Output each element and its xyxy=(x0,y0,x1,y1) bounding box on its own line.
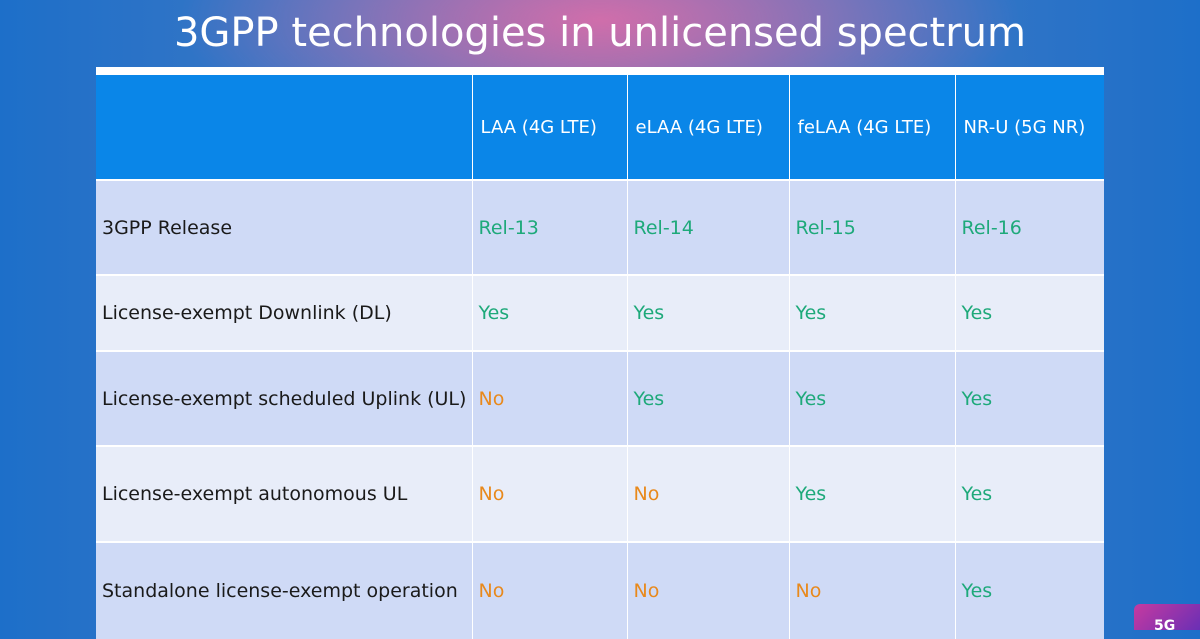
table-header-row: LAA (4G LTE) eLAA (4G LTE) feLAA (4G LTE… xyxy=(96,75,1104,180)
header-cell-elaa: eLAA (4G LTE) xyxy=(626,75,789,180)
table-cell: Yes xyxy=(954,351,1104,446)
table-row: Standalone license-exempt operation No N… xyxy=(96,542,1104,639)
table-cell: Yes xyxy=(788,446,955,542)
table-row: License-exempt Downlink (DL) Yes Yes Yes… xyxy=(96,275,1104,351)
table-cell: Yes xyxy=(954,275,1104,351)
table-cell: Rel-13 xyxy=(471,180,627,275)
table-cell: Rel-16 xyxy=(954,180,1104,275)
table-cell: No xyxy=(471,542,627,639)
header-cell-felaa: feLAA (4G LTE) xyxy=(788,75,955,180)
slide-title: 3GPP technologies in unlicensed spectrum xyxy=(173,10,1026,56)
row-label: License-exempt Downlink (DL) xyxy=(96,275,472,351)
comparison-table: LAA (4G LTE) eLAA (4G LTE) feLAA (4G LTE… xyxy=(96,75,1104,639)
header-cell-laa: LAA (4G LTE) xyxy=(471,75,627,180)
table-cell: Yes xyxy=(626,351,789,446)
table-cell: Yes xyxy=(954,446,1104,542)
comparison-table-container: LAA (4G LTE) eLAA (4G LTE) feLAA (4G LTE… xyxy=(96,67,1104,639)
table-cell: Rel-14 xyxy=(626,180,789,275)
header-cell-empty xyxy=(96,75,472,180)
row-label: Standalone license-exempt operation xyxy=(96,542,472,639)
table-cell: No xyxy=(471,446,627,542)
table-row: 3GPP Release Rel-13 Rel-14 Rel-15 Rel-16 xyxy=(96,180,1104,275)
brand-badge-label: 5G xyxy=(1154,618,1176,634)
brand-badge: 5G xyxy=(1134,604,1200,634)
table-cell: No xyxy=(626,446,789,542)
table-cell: Yes xyxy=(626,275,789,351)
table-cell: Yes xyxy=(788,275,955,351)
row-label: License-exempt scheduled Uplink (UL) xyxy=(96,351,472,446)
table-cell: Yes xyxy=(954,542,1104,639)
table-cell: No xyxy=(626,542,789,639)
table-cell: Rel-15 xyxy=(788,180,955,275)
row-label: License-exempt autonomous UL xyxy=(96,446,472,542)
table-cell: No xyxy=(788,542,955,639)
table-cell: Yes xyxy=(788,351,955,446)
header-cell-nru: NR-U (5G NR) xyxy=(954,75,1104,180)
table-cell: No xyxy=(471,351,627,446)
table-row: License-exempt autonomous UL No No Yes Y… xyxy=(96,446,1104,542)
table-cell: Yes xyxy=(471,275,627,351)
row-label: 3GPP Release xyxy=(96,180,472,275)
table-row: License-exempt scheduled Uplink (UL) No … xyxy=(96,351,1104,446)
